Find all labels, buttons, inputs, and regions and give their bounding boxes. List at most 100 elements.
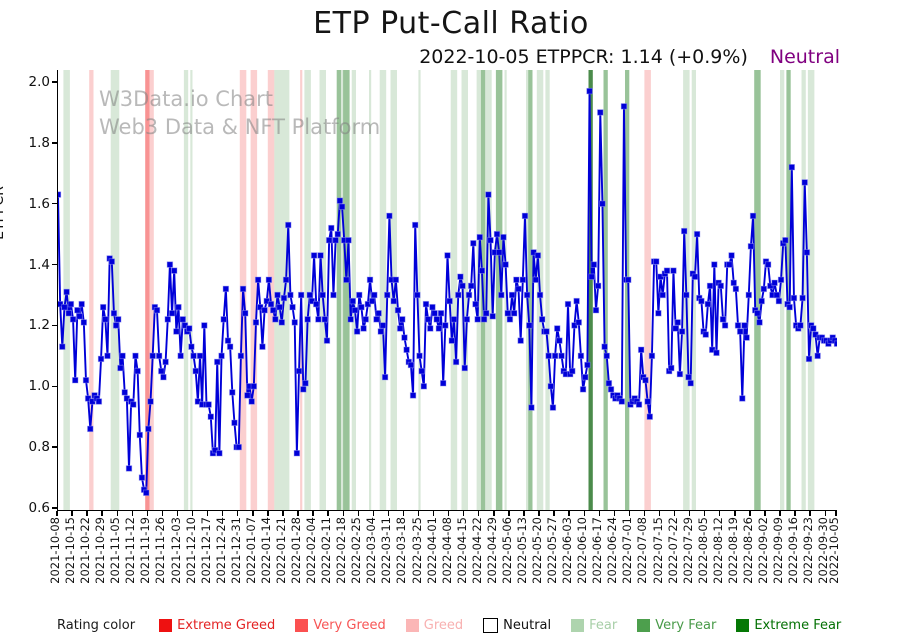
data-point-marker bbox=[313, 300, 320, 308]
data-point-marker bbox=[399, 316, 406, 323]
data-point-marker bbox=[483, 310, 490, 317]
x-tick-mark bbox=[809, 511, 811, 516]
data-point-marker bbox=[480, 316, 488, 323]
data-point-marker bbox=[302, 380, 309, 387]
data-point-marker bbox=[502, 261, 509, 268]
data-point-marker bbox=[67, 300, 75, 308]
rating-band-very-fear bbox=[495, 70, 503, 510]
data-point-marker bbox=[59, 343, 66, 350]
x-tick-label: 2022-05-13 bbox=[514, 517, 529, 584]
plot-region: W3Data.io Chart Web3 Data & NFT Platform bbox=[57, 70, 837, 511]
x-tick-label: 2022-06-03 bbox=[560, 517, 575, 584]
data-point-marker bbox=[338, 203, 346, 210]
data-point-marker bbox=[659, 291, 666, 299]
data-point-marker bbox=[366, 276, 374, 283]
data-point-marker bbox=[719, 316, 727, 323]
legend-item-extreme-greed: Extreme Greed bbox=[159, 618, 275, 633]
data-point-marker bbox=[87, 425, 94, 433]
data-point-marker bbox=[457, 273, 464, 280]
data-point-marker bbox=[214, 358, 221, 366]
x-tick-mark bbox=[553, 511, 555, 516]
data-point-marker bbox=[508, 291, 516, 299]
data-point-marker bbox=[771, 279, 778, 287]
data-point-marker bbox=[754, 310, 761, 317]
x-tick-mark bbox=[538, 511, 540, 516]
x-tick-mark bbox=[734, 511, 736, 516]
legend-item-label: Very Fear bbox=[655, 617, 717, 633]
x-tick-mark bbox=[643, 511, 646, 516]
data-point-marker bbox=[351, 307, 359, 314]
data-point-marker bbox=[289, 303, 296, 311]
data-point-marker bbox=[414, 291, 421, 299]
rating-legend: Rating color Extreme Greed Very Greed Gree… bbox=[57, 615, 841, 635]
data-point-marker bbox=[773, 291, 780, 299]
x-tick-label: 2022-09-23 bbox=[801, 517, 816, 584]
legend-item-label: Extreme Greed bbox=[177, 617, 276, 633]
data-point-marker bbox=[713, 349, 720, 357]
data-point-marker bbox=[446, 297, 453, 305]
data-point-marker bbox=[304, 316, 311, 323]
x-tick-label: 2022-01-28 bbox=[289, 517, 304, 584]
x-tick-mark bbox=[688, 511, 691, 516]
data-point-marker bbox=[332, 237, 339, 244]
data-point-marker bbox=[597, 109, 604, 116]
data-point-marker bbox=[173, 328, 180, 335]
data-point-marker bbox=[166, 261, 174, 268]
data-point-marker bbox=[760, 285, 768, 293]
rating-band-very-greed bbox=[145, 70, 150, 510]
data-point-marker bbox=[276, 303, 283, 311]
rating-band-fear bbox=[351, 70, 356, 510]
data-point-marker bbox=[143, 489, 150, 496]
data-point-marker bbox=[564, 300, 572, 308]
x-tick-mark bbox=[206, 511, 209, 516]
x-tick-label: 2021-10-15 bbox=[63, 517, 78, 584]
data-point-marker bbox=[646, 413, 653, 420]
data-point-marker bbox=[175, 303, 182, 311]
data-point-marker bbox=[368, 297, 376, 305]
data-point-marker bbox=[687, 380, 694, 387]
legend-swatch-icon bbox=[736, 618, 750, 632]
x-tick-label: 2021-11-19 bbox=[138, 517, 153, 584]
data-point-marker bbox=[455, 291, 462, 299]
data-point-marker bbox=[285, 221, 292, 229]
data-point-marker bbox=[741, 322, 748, 329]
data-point-marker bbox=[702, 331, 709, 338]
data-point-marker bbox=[205, 401, 212, 408]
x-tick-label: 2021-11-05 bbox=[108, 517, 123, 584]
data-point-marker bbox=[588, 273, 595, 280]
x-tick-mark bbox=[282, 511, 284, 516]
data-point-marker bbox=[99, 303, 107, 311]
data-point-marker bbox=[678, 328, 686, 335]
data-point-marker bbox=[207, 413, 214, 420]
data-point-marker bbox=[407, 361, 415, 369]
data-point-marker bbox=[461, 364, 468, 372]
data-point-marker bbox=[584, 361, 591, 369]
data-point-marker bbox=[693, 230, 701, 238]
data-point-marker bbox=[777, 276, 785, 283]
x-tick-label: 2022-03-18 bbox=[394, 517, 409, 584]
data-point-marker bbox=[291, 319, 298, 326]
data-point-marker bbox=[412, 221, 419, 229]
x-tick-mark bbox=[613, 511, 616, 516]
data-point-marker bbox=[534, 252, 542, 259]
x-tick-mark bbox=[749, 511, 751, 516]
x-tick-mark bbox=[417, 511, 420, 516]
data-point-marker bbox=[274, 291, 281, 299]
data-point-marker bbox=[145, 425, 152, 433]
rating-band-fear bbox=[190, 70, 193, 510]
data-point-marker bbox=[519, 276, 527, 283]
x-tick-label: 2021-10-22 bbox=[78, 517, 93, 584]
data-point-marker bbox=[95, 398, 103, 405]
rating-band-fear bbox=[183, 70, 189, 510]
data-point-marker bbox=[444, 252, 451, 259]
data-point-marker bbox=[153, 307, 161, 314]
legend-item-neutral: Neutral bbox=[483, 617, 551, 633]
data-point-marker bbox=[80, 319, 88, 326]
legend-swatch-icon bbox=[405, 618, 419, 632]
x-tick-label: 2022-08-05 bbox=[695, 517, 710, 584]
data-point-marker bbox=[278, 319, 285, 326]
data-point-marker bbox=[381, 373, 389, 381]
rating-band-fear bbox=[780, 70, 785, 510]
data-point-marker bbox=[478, 267, 486, 274]
data-point-marker bbox=[668, 364, 675, 372]
